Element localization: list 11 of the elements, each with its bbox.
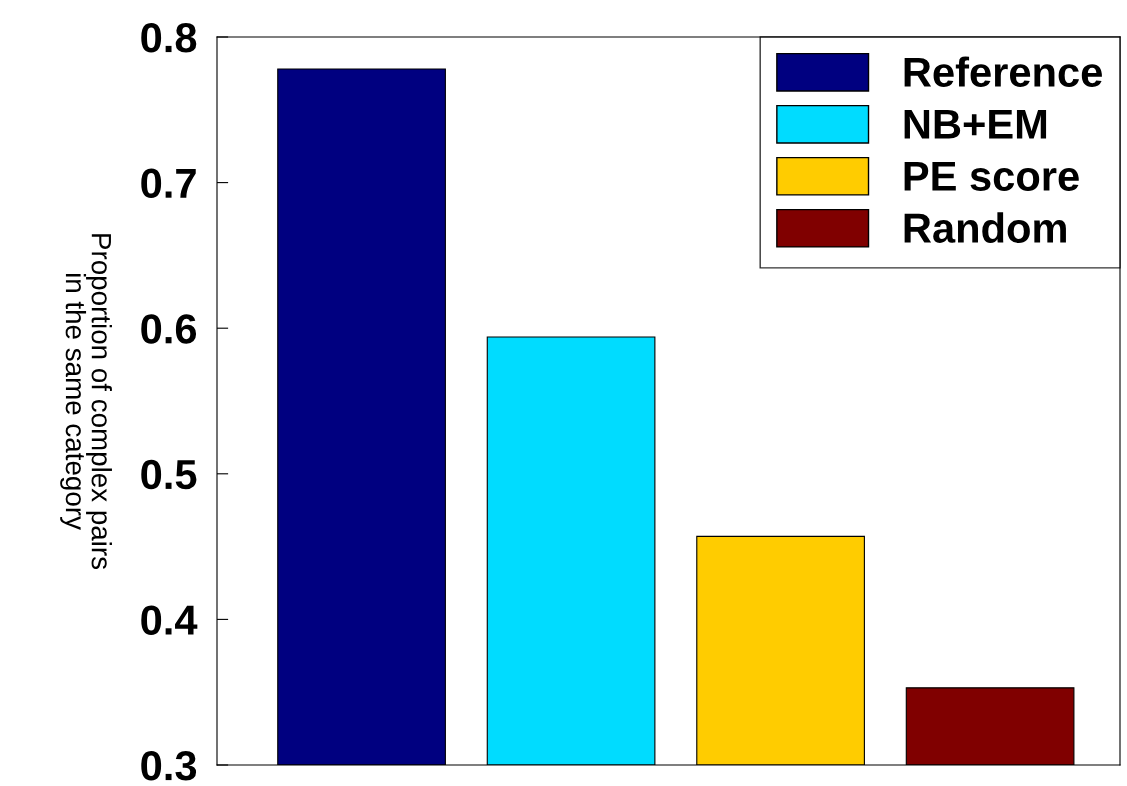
y-tick-label: 0.5	[141, 459, 197, 490]
legend-label: Reference	[904, 56, 1102, 87]
legend-label: NB+EM	[904, 109, 1047, 139]
y-tick-label: 0.4	[141, 605, 198, 635]
legend-label: Random	[904, 212, 1066, 243]
legend-label: PE score	[904, 161, 1079, 191]
y-axis-title: Proportion of complex pairs in the same category	[60, 234, 112, 570]
y-tick-label: 0.8	[141, 23, 197, 53]
y-tick-label: 0.6	[141, 314, 197, 344]
y-tick-label: 0.7	[141, 168, 196, 199]
y-tick-label: 0.3	[141, 751, 197, 781]
